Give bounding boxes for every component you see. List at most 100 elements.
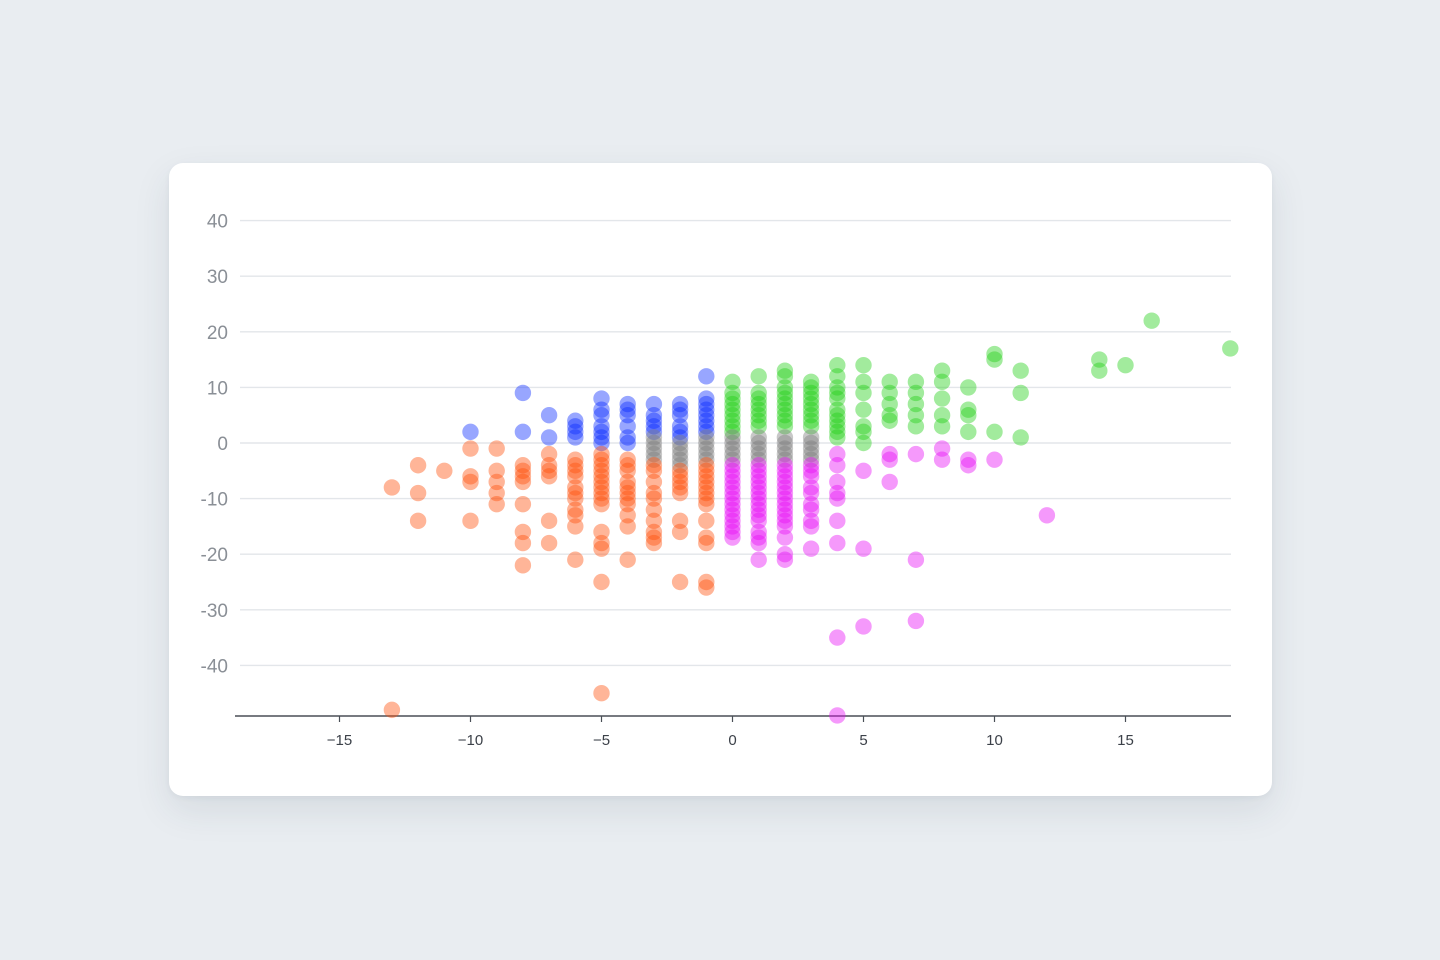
data-point[interactable] [724, 423, 741, 441]
data-point[interactable] [829, 484, 846, 502]
data-point[interactable] [829, 418, 846, 435]
data-point[interactable] [593, 462, 610, 479]
data-point[interactable] [619, 434, 636, 452]
data-point[interactable] [829, 490, 846, 507]
data-point[interactable] [776, 473, 794, 491]
data-point[interactable] [671, 407, 689, 424]
data-point[interactable] [750, 551, 767, 568]
data-point[interactable] [855, 618, 872, 635]
data-point[interactable] [645, 445, 663, 463]
data-point[interactable] [383, 479, 401, 496]
data-point[interactable] [802, 440, 820, 457]
data-point[interactable] [855, 434, 872, 452]
data-point[interactable] [698, 512, 715, 530]
data-point[interactable] [567, 412, 584, 429]
data-point[interactable] [1012, 362, 1029, 379]
data-point[interactable] [698, 468, 715, 485]
data-point[interactable] [698, 451, 715, 468]
data-point[interactable] [567, 451, 584, 468]
data-point[interactable] [645, 418, 663, 435]
data-point[interactable] [619, 473, 636, 491]
data-point[interactable] [514, 523, 532, 541]
data-point[interactable] [776, 368, 794, 385]
data-point[interactable] [776, 407, 794, 424]
data-point[interactable] [1143, 312, 1160, 329]
data-point[interactable] [855, 423, 872, 441]
data-point[interactable] [698, 445, 715, 463]
data-point[interactable] [671, 457, 689, 474]
data-point[interactable] [750, 473, 767, 491]
data-point[interactable] [514, 457, 532, 474]
data-point[interactable] [383, 701, 401, 719]
data-point[interactable] [776, 445, 794, 463]
data-point[interactable] [750, 534, 767, 552]
data-point[interactable] [619, 507, 636, 524]
data-point[interactable] [750, 512, 767, 530]
data-point[interactable] [750, 501, 767, 518]
data-point[interactable] [593, 495, 610, 513]
data-point[interactable] [671, 418, 689, 435]
data-point[interactable] [881, 395, 898, 413]
data-point[interactable] [724, 529, 741, 546]
data-point[interactable] [698, 529, 715, 546]
data-point[interactable] [776, 440, 794, 457]
data-point[interactable] [671, 484, 689, 502]
data-point[interactable] [750, 451, 767, 468]
data-point[interactable] [671, 434, 689, 452]
data-point[interactable] [802, 457, 820, 474]
data-point[interactable] [514, 534, 532, 552]
data-point[interactable] [698, 473, 715, 491]
data-point[interactable] [619, 479, 636, 496]
data-point[interactable] [1038, 507, 1056, 524]
data-point[interactable] [671, 445, 689, 463]
data-point[interactable] [593, 434, 610, 452]
data-point[interactable] [750, 457, 767, 474]
data-point[interactable] [645, 484, 663, 502]
data-point[interactable] [540, 468, 558, 485]
data-point[interactable] [409, 512, 427, 530]
data-point[interactable] [776, 429, 794, 446]
data-point[interactable] [750, 507, 767, 524]
data-point[interactable] [776, 501, 794, 518]
data-point[interactable] [671, 423, 689, 441]
data-point[interactable] [540, 462, 558, 479]
data-point[interactable] [750, 523, 767, 541]
data-point[interactable] [593, 451, 610, 468]
data-point[interactable] [724, 384, 741, 402]
data-point[interactable] [698, 429, 715, 446]
data-point[interactable] [829, 707, 846, 724]
data-point[interactable] [724, 507, 741, 524]
data-point[interactable] [619, 484, 636, 502]
data-point[interactable] [750, 412, 767, 429]
data-point[interactable] [671, 468, 689, 485]
data-point[interactable] [462, 440, 479, 457]
data-point[interactable] [907, 407, 925, 424]
data-point[interactable] [645, 395, 663, 413]
data-point[interactable] [776, 529, 794, 546]
data-point[interactable] [776, 490, 794, 507]
data-point[interactable] [881, 473, 898, 491]
data-point[interactable] [671, 473, 689, 491]
data-point[interactable] [802, 418, 820, 435]
data-point[interactable] [960, 407, 977, 424]
data-point[interactable] [933, 373, 951, 391]
data-point[interactable] [1117, 356, 1134, 374]
data-point[interactable] [593, 418, 610, 435]
data-point[interactable] [750, 479, 767, 496]
data-point[interactable] [881, 407, 898, 424]
data-point[interactable] [619, 518, 636, 535]
data-point[interactable] [776, 401, 794, 418]
data-point[interactable] [593, 685, 610, 702]
data-point[interactable] [776, 479, 794, 496]
data-point[interactable] [802, 407, 820, 424]
data-point[interactable] [724, 440, 741, 457]
data-point[interactable] [986, 351, 1003, 368]
data-point[interactable] [776, 395, 794, 413]
data-point[interactable] [593, 445, 610, 463]
data-point[interactable] [829, 401, 846, 418]
data-point[interactable] [724, 473, 741, 491]
data-point[interactable] [698, 407, 715, 424]
data-point[interactable] [1012, 384, 1029, 402]
data-point[interactable] [671, 401, 689, 418]
data-point[interactable] [750, 434, 767, 452]
